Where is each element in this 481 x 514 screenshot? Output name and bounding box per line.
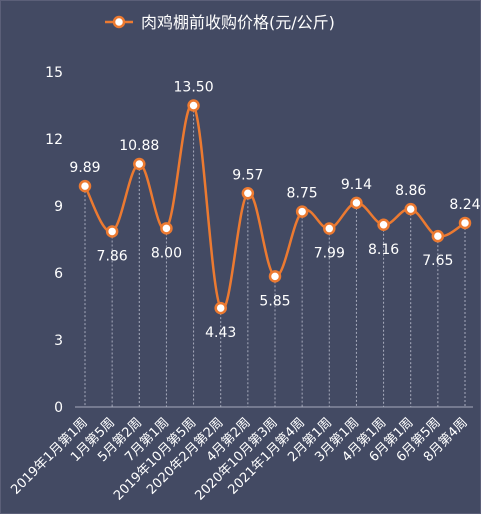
data-point [431, 229, 445, 243]
data-label: 8.16 [368, 242, 399, 258]
legend-marker[interactable] [112, 15, 126, 29]
data-point [323, 222, 336, 235]
data-point [160, 222, 173, 235]
data-point [350, 196, 363, 210]
data-point [214, 301, 227, 315]
data-label: 8.75 [287, 186, 318, 202]
data-point [241, 187, 255, 200]
data-label: 9.89 [69, 160, 100, 176]
data-point [133, 157, 146, 171]
data-point [187, 99, 200, 112]
data-label: 7.86 [97, 248, 128, 264]
data-label: 9.57 [232, 167, 263, 183]
data-point [458, 216, 472, 230]
data-label: 7.65 [422, 253, 453, 269]
y-tick-label: 3 [54, 333, 63, 349]
data-label: 7.99 [314, 246, 345, 262]
data-label: 8.86 [395, 183, 426, 199]
data-label: 8.00 [151, 245, 182, 261]
y-tick-label: 9 [54, 199, 63, 215]
data-point [404, 202, 417, 216]
data-label: 10.88 [119, 138, 159, 154]
y-tick-label: 12 [45, 132, 63, 148]
data-point [377, 218, 390, 232]
y-tick-label: 15 [45, 65, 63, 81]
y-tick-label: 0 [54, 400, 63, 416]
data-label: 5.85 [259, 293, 290, 309]
data-point [78, 179, 92, 193]
y-tick-label: 6 [54, 266, 63, 282]
legend: 肉鸡棚前收购价格(元/公斤) [105, 13, 335, 32]
legend-label: 肉鸡棚前收购价格(元/公斤) [141, 13, 335, 32]
data-point [268, 270, 282, 283]
data-label: 9.14 [341, 177, 372, 193]
data-label: 13.50 [174, 80, 214, 96]
data-label: 4.43 [205, 325, 236, 341]
data-point [295, 205, 309, 218]
data-label: 8.24 [449, 197, 480, 213]
data-point [105, 225, 119, 238]
